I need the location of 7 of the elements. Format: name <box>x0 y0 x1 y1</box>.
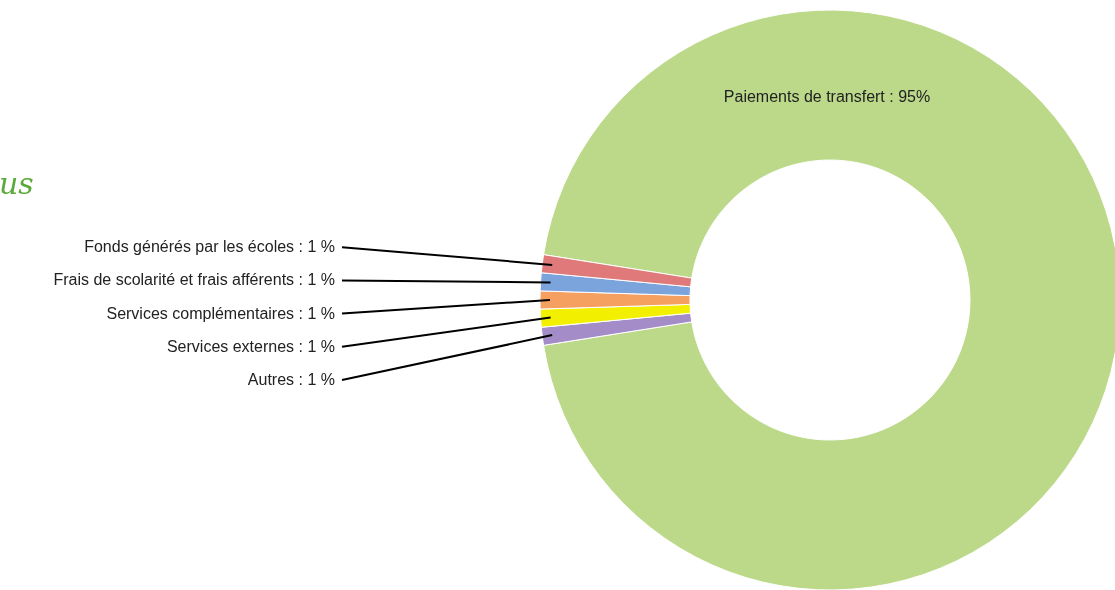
slice-label: Services externes : 1 % <box>166 337 335 355</box>
slice-label: Fonds générés par les écoles : 1 % <box>84 238 335 256</box>
slice-label: Autres : 1 % <box>247 371 335 388</box>
slice-label: Paiements de transfert : 95% <box>723 88 931 105</box>
slice-label: Frais de scolarité et frais afférents : 1 % <box>53 271 335 289</box>
text: us <box>0 166 34 201</box>
slice-label: Services complémentaires : 1 % <box>106 304 335 322</box>
